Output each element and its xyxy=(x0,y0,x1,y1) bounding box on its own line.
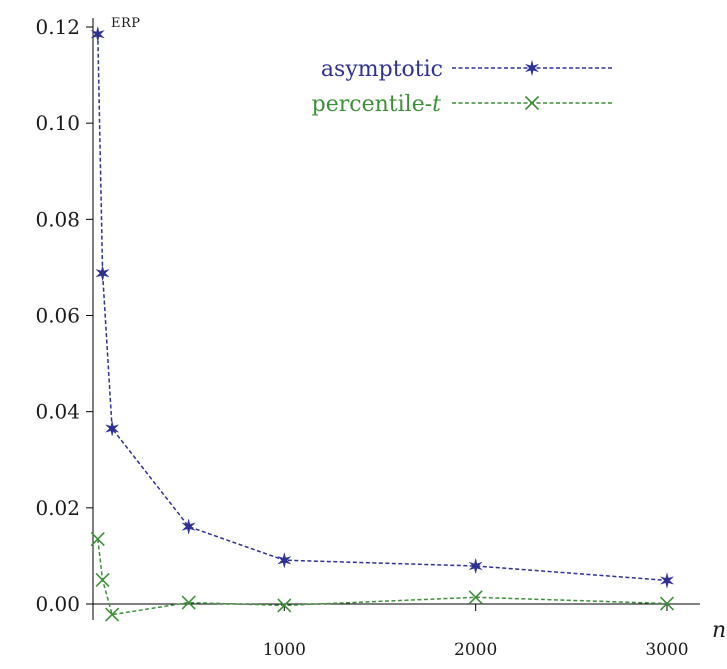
data-point-percentile-t xyxy=(90,532,105,547)
legend-sample-percentile-t xyxy=(452,95,612,111)
data-point-asymptotic xyxy=(469,558,483,574)
data-point-asymptotic xyxy=(95,265,110,281)
legend: asymptotic percentile-t xyxy=(312,57,612,117)
data-point-percentile-t xyxy=(181,595,196,610)
data-point-percentile-t xyxy=(277,598,292,613)
series-layer xyxy=(90,26,675,622)
y-axis-title: ERP xyxy=(111,16,141,31)
data-point-asymptotic xyxy=(91,26,105,42)
legend-label-percentile-t-italic: t xyxy=(432,92,441,117)
data-point-asymptotic xyxy=(660,572,674,588)
x-axis: 1000 2000 3000 n xyxy=(93,603,726,660)
y-tick-label: 0.06 xyxy=(35,304,80,328)
data-point-percentile-t xyxy=(468,590,483,605)
x-tick-label: 1000 xyxy=(263,640,306,660)
x-ticks: 1000 2000 3000 xyxy=(263,604,689,660)
y-tick-label: 0.04 xyxy=(35,400,80,424)
data-point-asymptotic xyxy=(105,420,119,437)
data-point-percentile-t xyxy=(659,596,675,611)
legend-sample-asymptotic xyxy=(452,60,612,76)
x-tick-label: 3000 xyxy=(645,640,688,660)
x-axis-title: n xyxy=(712,618,726,643)
y-axis: 0.00 0.02 0.04 0.06 0.08 0.10 0.12 ERP xyxy=(35,15,140,620)
data-point-percentile-t xyxy=(105,607,120,622)
legend-marker xyxy=(525,60,539,76)
x-tick-label: 2000 xyxy=(454,640,497,660)
legend-label-percentile-t: percentile-t xyxy=(312,92,442,117)
y-tick-label: 0.08 xyxy=(35,207,80,231)
legend-label-asymptotic: asymptotic xyxy=(321,57,443,82)
legend-label-percentile-prefix: percentile- xyxy=(312,92,433,117)
data-point-asymptotic xyxy=(182,519,196,535)
y-tick-label: 0.12 xyxy=(35,15,80,39)
y-tick-label: 0.00 xyxy=(35,592,80,616)
y-tick-label: 0.10 xyxy=(35,111,80,135)
data-point-percentile-t xyxy=(95,572,110,588)
series-line-percentile-t xyxy=(97,539,668,616)
y-ticks: 0.00 0.02 0.04 0.06 0.08 0.10 0.12 xyxy=(35,15,93,616)
data-point-asymptotic xyxy=(277,552,291,568)
y-tick-label: 0.02 xyxy=(35,496,80,520)
legend-marker xyxy=(524,95,540,111)
